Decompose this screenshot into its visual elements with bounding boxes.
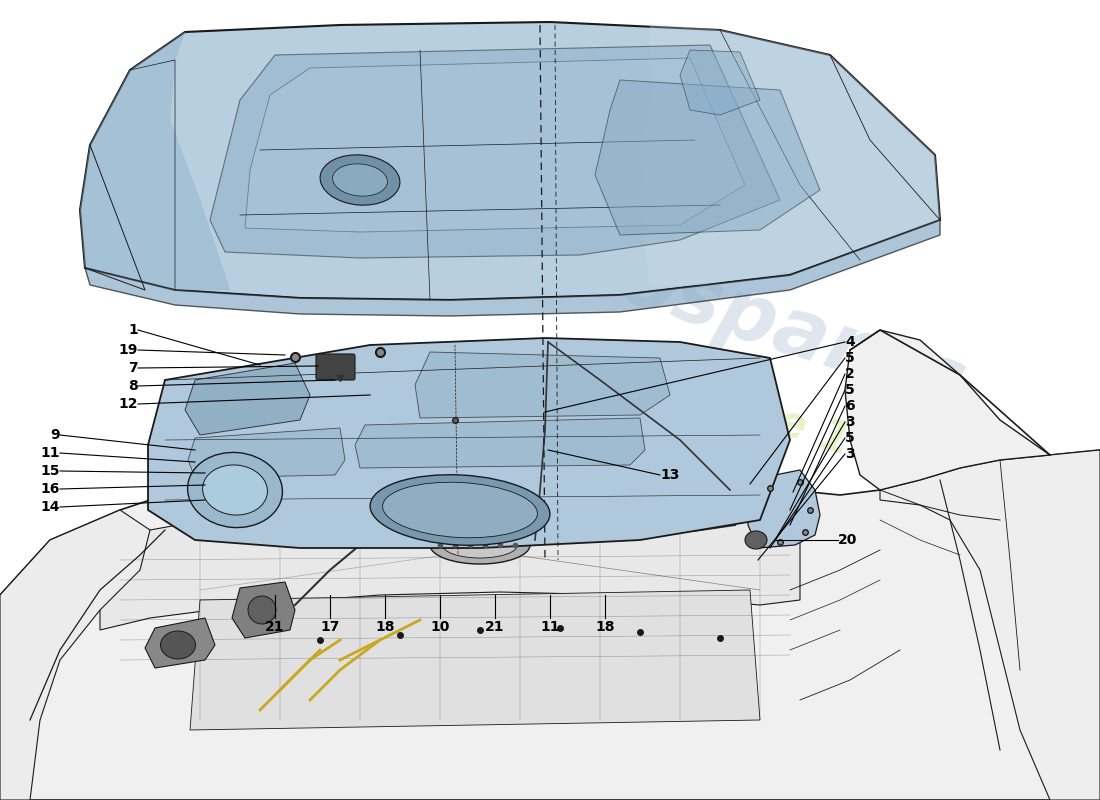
Text: 18: 18 [595, 620, 615, 634]
Text: 8: 8 [129, 379, 138, 393]
Ellipse shape [745, 531, 767, 549]
Ellipse shape [188, 453, 283, 527]
Ellipse shape [383, 482, 538, 538]
Text: 3: 3 [845, 415, 855, 429]
Polygon shape [595, 80, 820, 235]
Ellipse shape [248, 596, 276, 624]
Text: 21: 21 [485, 620, 505, 634]
Text: 12: 12 [119, 397, 138, 411]
Polygon shape [415, 352, 670, 418]
Text: 16: 16 [41, 482, 60, 496]
Text: 21: 21 [265, 620, 285, 634]
Ellipse shape [161, 631, 196, 659]
Polygon shape [0, 450, 1100, 800]
Polygon shape [355, 418, 645, 468]
Text: 7: 7 [129, 361, 138, 375]
Ellipse shape [320, 155, 400, 205]
Polygon shape [190, 590, 760, 730]
Text: 6: 6 [845, 399, 855, 413]
Text: eurospares: eurospares [466, 194, 975, 426]
Text: 10: 10 [430, 620, 450, 634]
Polygon shape [845, 330, 1050, 490]
Polygon shape [880, 450, 1100, 800]
Polygon shape [232, 582, 295, 638]
Text: 17: 17 [320, 620, 340, 634]
Polygon shape [748, 470, 820, 548]
Polygon shape [100, 498, 800, 630]
FancyBboxPatch shape [316, 354, 355, 380]
Text: 13: 13 [660, 468, 680, 482]
Text: 19: 19 [119, 343, 138, 357]
Text: since 1985: since 1985 [675, 368, 945, 492]
Text: 11: 11 [540, 620, 560, 634]
Ellipse shape [370, 474, 550, 546]
Text: 9: 9 [51, 428, 60, 442]
Text: 15: 15 [41, 464, 60, 478]
Text: 4: 4 [845, 335, 855, 349]
Text: 1: 1 [129, 323, 138, 337]
Text: 14: 14 [41, 500, 60, 514]
Text: 5: 5 [845, 431, 855, 445]
Polygon shape [210, 45, 780, 258]
Text: 2: 2 [845, 367, 855, 381]
Text: 20: 20 [838, 533, 857, 547]
Polygon shape [185, 363, 310, 435]
Polygon shape [188, 428, 345, 478]
Text: 5: 5 [845, 351, 855, 365]
Polygon shape [148, 338, 790, 548]
Polygon shape [245, 58, 745, 232]
Text: 11: 11 [41, 446, 60, 460]
Ellipse shape [202, 465, 267, 515]
Polygon shape [680, 50, 760, 115]
Text: 3: 3 [845, 447, 855, 461]
Polygon shape [80, 32, 230, 290]
Ellipse shape [332, 164, 387, 196]
Ellipse shape [430, 526, 530, 564]
Text: 18: 18 [375, 620, 395, 634]
Polygon shape [145, 618, 214, 668]
Polygon shape [80, 22, 940, 300]
Ellipse shape [442, 532, 517, 558]
Polygon shape [0, 510, 150, 800]
Polygon shape [640, 24, 940, 285]
Text: 5: 5 [845, 383, 855, 397]
Polygon shape [85, 220, 941, 316]
